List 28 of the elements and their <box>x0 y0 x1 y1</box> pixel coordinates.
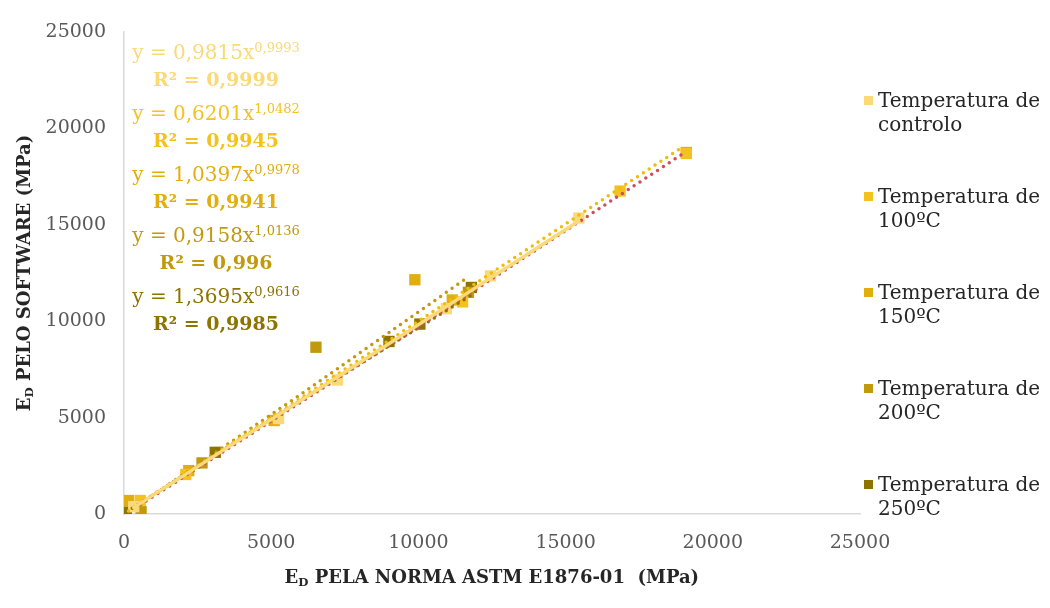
y-tick-label: 5000 <box>57 404 106 427</box>
annotation: y = 0,9158x$^{1,0136}$ <box>131 222 301 249</box>
annotation: y = 0,9815x$^{0,9993}$ <box>131 39 301 66</box>
x-tick-label: 5000 <box>247 530 296 553</box>
annotation: R² = 0,9945 <box>152 128 280 153</box>
annotation: R² = 0,9941 <box>152 189 280 214</box>
y-tick-label: 15000 <box>45 211 106 234</box>
annotation: y = 1,0397x$^{0,9978}$ <box>131 161 301 188</box>
y-tick-label: 0 <box>93 500 106 523</box>
legend-label: Temperatura de 200ºC <box>878 376 1042 424</box>
legend-label: Temperatura de 100ºC <box>878 184 1042 232</box>
annotation: y = 1,3695x$^{0,9616}$ <box>131 283 301 310</box>
annotation: R² = 0,996 <box>158 250 274 275</box>
annotation: R² = 0,9985 <box>152 311 280 336</box>
x-tick-label: 20000 <box>682 530 744 553</box>
x-tick-label: 25000 <box>829 530 891 553</box>
x-tick-label: 15000 <box>535 530 596 553</box>
x-tick-label: 0 <box>117 530 131 553</box>
x-axis-title: E$_{D}$ PELA NORMA ASTM E1876-01 (MPa) <box>284 566 700 589</box>
legend-label: Temperatura de controlo <box>878 88 1042 136</box>
y-tick-label: 25000 <box>45 18 106 41</box>
legend-label: Temperatura de 150ºC <box>878 280 1042 328</box>
y-tick-label: 20000 <box>45 115 106 138</box>
annotation: R² = 0,9999 <box>152 67 280 92</box>
x-tick-label: 10000 <box>388 530 449 553</box>
legend-label: Temperatura de 250ºC <box>878 472 1042 520</box>
y-tick-label: 10000 <box>45 308 106 331</box>
annotation: y = 0,6201x$^{1,0482}$ <box>131 100 301 127</box>
